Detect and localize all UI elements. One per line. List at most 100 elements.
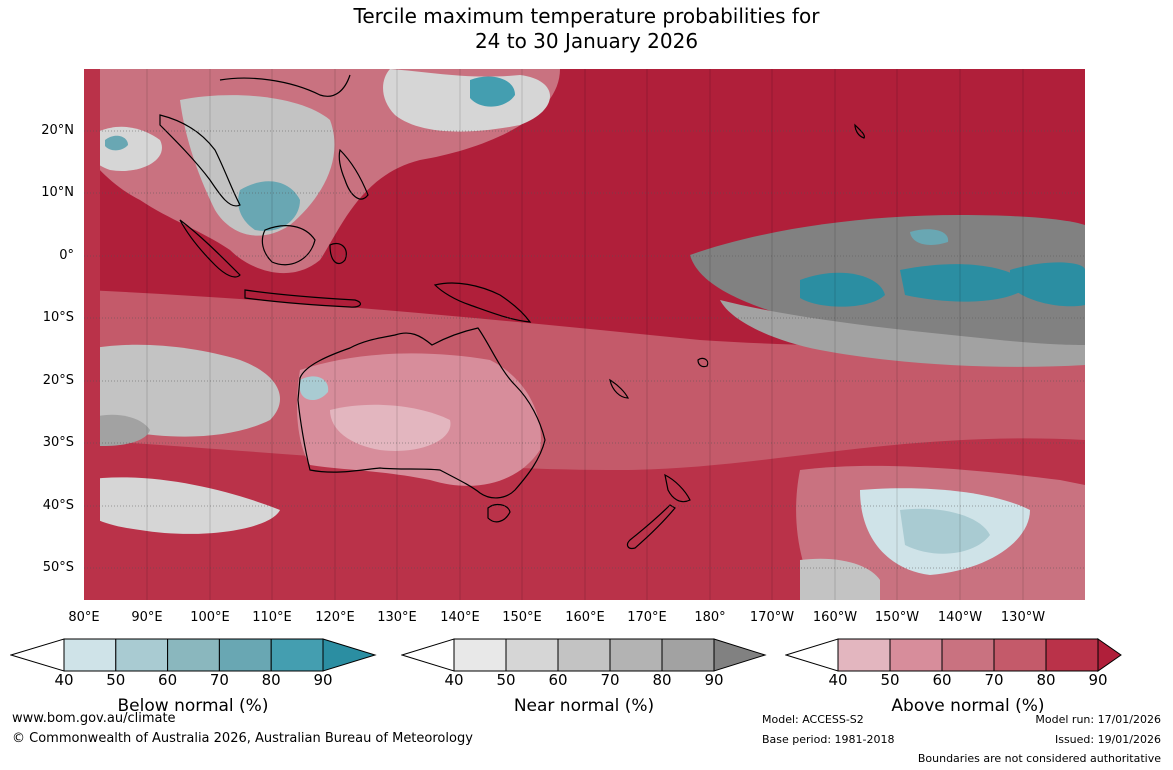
colorbar-tick-label: 60 xyxy=(548,671,568,689)
field-west-edge xyxy=(84,69,100,600)
field-near-equatorial-pacific xyxy=(690,215,1085,347)
new-zealand-coast xyxy=(626,473,691,550)
longitude-label: 180° xyxy=(694,610,726,625)
colorbar-tick-label: 60 xyxy=(158,671,178,689)
latitude-label: 0° xyxy=(59,248,74,263)
borneo-coast xyxy=(261,225,316,266)
colorbar xyxy=(401,638,767,672)
colorbar-tick-label: 90 xyxy=(313,671,333,689)
field-below-pacific-4 xyxy=(910,229,949,245)
colorbar-tick-label: 50 xyxy=(106,671,126,689)
field-below-philippine-sea xyxy=(470,76,515,107)
colorbar-segment xyxy=(993,638,1047,672)
colorbar-tick-label: 40 xyxy=(54,671,74,689)
longitude-label: 100°E xyxy=(190,610,230,625)
latitude-label: 10°S xyxy=(42,310,74,325)
latitude-label: 50°S xyxy=(42,560,74,575)
tasmania-coast xyxy=(487,503,511,523)
colorbar-high-arrow xyxy=(1097,638,1122,672)
longitude-label: 80°E xyxy=(68,610,100,625)
colorbar-segment xyxy=(63,638,117,672)
footer-model-run: Model run: 17/01/2026 xyxy=(1035,713,1161,726)
new-caledonia-coast xyxy=(609,378,629,399)
colorbar-high-arrow xyxy=(322,638,377,672)
colorbar-tick-label: 80 xyxy=(261,671,281,689)
colorbar-tick-label: 80 xyxy=(1036,671,1056,689)
title-line-1: Tercile maximum temperature probabilitie… xyxy=(353,4,820,28)
colorbar-tick-label: 40 xyxy=(444,671,464,689)
colorbar-segment xyxy=(270,638,324,672)
sumatra-coast xyxy=(179,219,241,278)
colorbar-segment xyxy=(453,638,507,672)
colorbar-low-arrow xyxy=(10,638,65,672)
colorbar-segment xyxy=(941,638,995,672)
longitude-label: 140°W xyxy=(937,610,983,625)
longitude-label: 160°W xyxy=(812,610,858,625)
sulawesi-coast xyxy=(329,242,347,265)
new-guinea-coast xyxy=(433,282,532,323)
field-near-west-pacific xyxy=(383,69,550,132)
australia-coast xyxy=(297,327,546,499)
map-field xyxy=(84,69,1085,600)
colorbar-segment xyxy=(115,638,169,672)
colorbar xyxy=(10,638,377,672)
field-above-australia-light xyxy=(330,404,451,451)
footer-model: Model: ACCESS-S2 xyxy=(762,713,864,726)
latitude-label: 20°S xyxy=(42,373,74,388)
coastlines xyxy=(159,74,865,550)
field-below-wa-coast xyxy=(300,376,329,401)
footer-boundaries-note: Boundaries are not considered authoritat… xyxy=(917,752,1161,765)
footer-copyright: © Commonwealth of Australia 2026, Austra… xyxy=(12,731,473,746)
longitude-label: 120°E xyxy=(315,610,355,625)
graticule xyxy=(84,69,1085,600)
colorbar xyxy=(785,638,1122,672)
field-near-southern-indian xyxy=(84,477,280,534)
fiji-coast xyxy=(697,357,709,368)
colorbar-title: Above normal (%) xyxy=(891,696,1045,716)
colorbar-segment xyxy=(557,638,611,672)
latitude-label: 30°S xyxy=(42,435,74,450)
field-below-india xyxy=(105,135,128,151)
colorbar-segment xyxy=(218,638,272,672)
title-line-2: 24 to 30 January 2026 xyxy=(474,29,699,53)
latitude-label: 20°N xyxy=(41,123,74,138)
longitude-label: 90°E xyxy=(131,610,163,625)
footer-issued: Issued: 19/01/2026 xyxy=(1054,733,1161,746)
longitude-label: 170°W xyxy=(749,610,795,625)
field-near-pacific-fringe xyxy=(720,300,1085,367)
hawaii-coast xyxy=(854,123,865,139)
colorbar-title: Near normal (%) xyxy=(513,696,655,716)
latitude-label: 40°S xyxy=(42,498,74,513)
longitude-label: 150°W xyxy=(874,610,920,625)
colorbar-low-arrow xyxy=(401,638,455,672)
footer-url[interactable]: www.bom.gov.au/climate xyxy=(12,711,176,726)
java-coast xyxy=(244,289,362,308)
colorbar-segment xyxy=(505,638,559,672)
colorbar-segment xyxy=(889,638,943,672)
longitude-label: 130°E xyxy=(377,610,417,625)
field-below-pacific-3 xyxy=(1010,262,1085,307)
colorbar-tick-label: 40 xyxy=(828,671,848,689)
longitude-label: 170°E xyxy=(627,610,667,625)
indochina-coast xyxy=(159,114,241,207)
longitude-label: 110°E xyxy=(252,610,292,625)
colorbar-segment xyxy=(167,638,220,672)
colorbar-tick-label: 50 xyxy=(880,671,900,689)
colorbar-tick-label: 70 xyxy=(984,671,1004,689)
colorbar-tick-label: 70 xyxy=(209,671,229,689)
colorbar-tick-label: 80 xyxy=(652,671,672,689)
field-below-pacific-1 xyxy=(800,272,885,307)
colorbar-segment xyxy=(661,638,715,672)
colorbar-segment xyxy=(1045,638,1099,672)
china-coast xyxy=(219,74,351,97)
longitude-label: 150°E xyxy=(502,610,542,625)
colorbar-tick-label: 70 xyxy=(600,671,620,689)
field-below-pacific-2 xyxy=(900,264,1030,302)
colorbar-tick-label: 60 xyxy=(932,671,952,689)
field-near-indian-ocean xyxy=(84,344,280,437)
field-below-south-china-sea xyxy=(238,181,300,231)
field-below-southeast-pacific-core xyxy=(900,508,990,554)
colorbar-tick-label: 90 xyxy=(704,671,724,689)
field-near-india xyxy=(84,126,162,171)
